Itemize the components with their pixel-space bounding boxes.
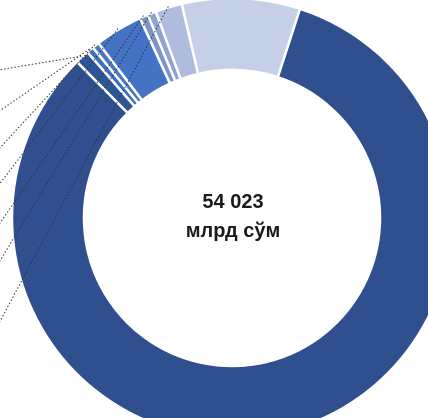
leader-lines <box>0 6 169 323</box>
center-value: 54 023 <box>202 191 263 213</box>
leader-line-8 <box>0 6 169 323</box>
leader-line-5 <box>0 28 119 185</box>
leader-line-6 <box>0 15 144 224</box>
slices-group <box>10 0 428 418</box>
donut-slice-1 <box>10 7 428 418</box>
leader-line-7 <box>0 11 152 262</box>
center-unit: млрд сўм <box>186 220 281 242</box>
leader-line-4 <box>0 44 96 149</box>
donut-slice-9 <box>180 0 302 79</box>
leader-line-2 <box>0 55 82 71</box>
leader-line-3 <box>0 48 90 112</box>
